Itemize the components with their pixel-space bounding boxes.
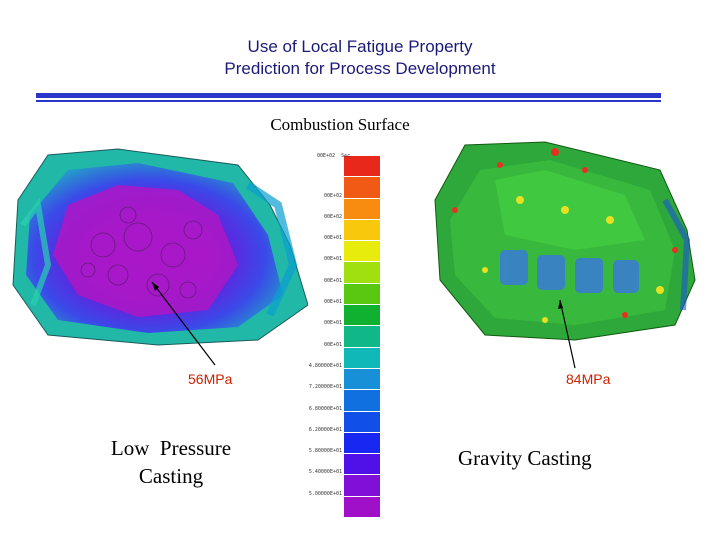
- title-rule-thin: [36, 100, 661, 102]
- subtitle: Combustion Surface: [270, 115, 410, 134]
- title-rule-thick: [36, 93, 661, 98]
- legend-swatch: [344, 262, 380, 283]
- legend-swatch: [344, 305, 380, 326]
- legend-swatch: [344, 219, 380, 241]
- left-casting-label-line2: Casting: [138, 464, 204, 488]
- legend-tick-label: 5.80000E+01: [308, 448, 342, 455]
- legend-tick-label: 6.20000E+01: [308, 426, 342, 433]
- slide-title-line2: Prediction for Process Development: [224, 59, 496, 78]
- gravity-casting-image: [434, 141, 696, 341]
- legend-swatch: [344, 156, 380, 177]
- legend-tick-label: 6.80000E+01: [308, 405, 342, 412]
- legend-tick-label: 5.00000E+01: [308, 490, 342, 497]
- legend-tick-label: 00E+01: [323, 256, 342, 263]
- legend-tick-label: 5.40000E+01: [308, 469, 342, 476]
- legend-tick-label: 4.80000E+01: [308, 362, 342, 369]
- legend-header-value: 00E+02: [317, 153, 336, 159]
- left-casting-label-line1: Low Pressure: [110, 436, 232, 460]
- legend-tick-label: 00E+01: [323, 235, 342, 242]
- left-pointer-line: [151, 281, 216, 366]
- legend-swatch: [344, 432, 380, 454]
- legend-swatch: [344, 454, 380, 475]
- left-casting-label: Low Pressure Casting: [80, 434, 262, 490]
- low-pressure-casting-image: [12, 148, 308, 346]
- right-pointer-arrowhead: [558, 300, 563, 309]
- right-casting-label: Gravity Casting: [458, 446, 592, 470]
- legend-swatch: [344, 198, 380, 219]
- legend-swatch: [344, 496, 380, 517]
- legend-header: 00E+02 Sec: [317, 153, 350, 159]
- right-stress-value: 84MPa: [566, 371, 611, 387]
- left-pointer-arrowhead: [152, 282, 159, 291]
- legend-swatch: [344, 390, 380, 411]
- legend-swatch: [344, 368, 380, 390]
- legend-tick-label: 00E+01: [323, 277, 342, 284]
- legend-header-unit: Sec: [341, 153, 351, 159]
- right-pointer-line: [559, 299, 576, 369]
- legend-tick-label: 00E+01: [323, 320, 342, 327]
- legend-swatch: [344, 326, 380, 347]
- legend-tick-label: 00E+02: [323, 213, 342, 220]
- legend-swatch: [344, 241, 380, 262]
- legend-swatch: [344, 475, 380, 496]
- legend-tick-label: 00E+01: [323, 341, 342, 348]
- legend-swatch: [344, 411, 380, 432]
- left-stress-value: 56MPa: [188, 371, 233, 387]
- legend-tick-label: 7.20000E+01: [308, 384, 342, 391]
- legend-swatch: [344, 283, 380, 305]
- legend-swatch: [344, 177, 380, 198]
- slide-title-line1: Use of Local Fatigue Property: [247, 37, 473, 56]
- legend-tick-label: 00E+02: [323, 192, 342, 199]
- legend-tick-label: 00E+01: [323, 299, 342, 306]
- legend-swatch: [344, 347, 380, 368]
